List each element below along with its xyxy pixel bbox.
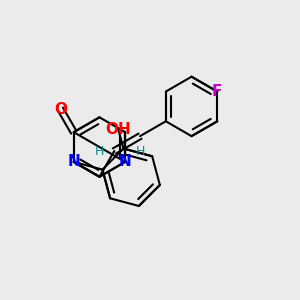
Text: H: H — [135, 145, 145, 158]
Text: H: H — [95, 145, 104, 158]
Text: O: O — [54, 101, 67, 116]
Text: F: F — [212, 84, 223, 99]
Text: OH: OH — [105, 122, 131, 137]
Text: N: N — [119, 154, 132, 169]
Text: N: N — [68, 154, 80, 169]
